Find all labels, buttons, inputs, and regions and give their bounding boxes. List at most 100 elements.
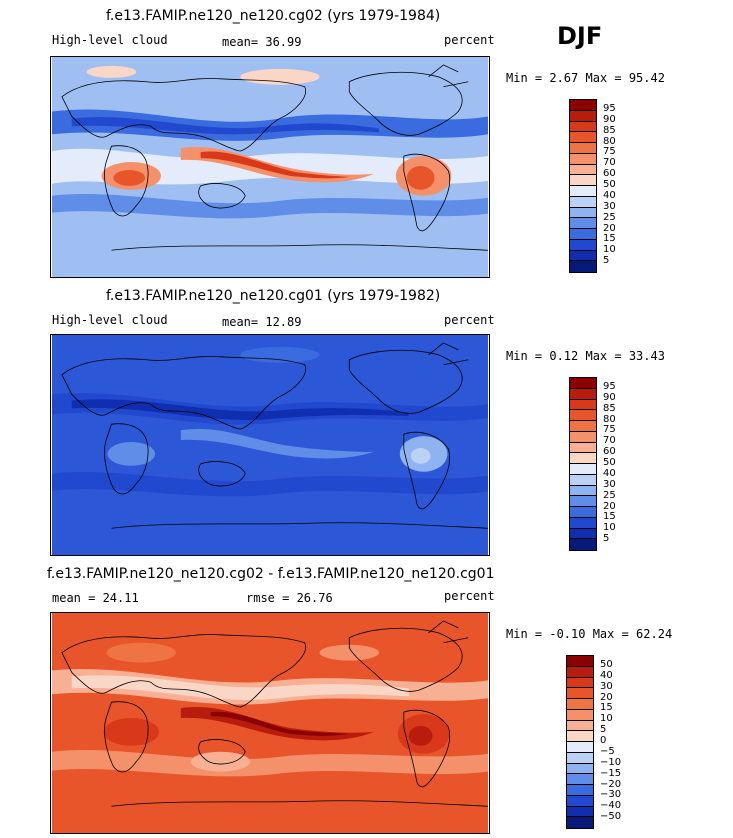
colorbar-swatch bbox=[570, 431, 596, 443]
colorbar-tick-label: 40 bbox=[603, 189, 616, 201]
colorbar-swatch bbox=[570, 517, 596, 529]
colorbar-swatch bbox=[570, 143, 596, 154]
panel-1-title: f.e13.FAMIP.ne120_ne120.cg02 (yrs 1979-1… bbox=[106, 8, 441, 24]
colorbar-swatch bbox=[570, 474, 596, 486]
panel-1-minmax: Min = 2.67 Max = 95.42 bbox=[506, 71, 665, 85]
panel-3-units-label: percent bbox=[444, 589, 495, 603]
colorbar-swatch bbox=[570, 453, 596, 464]
panel-2-mean-label: mean= 12.89 bbox=[222, 315, 302, 329]
colorbar-tick-label: 20 bbox=[603, 500, 616, 512]
colorbar-tick-label: 15 bbox=[600, 702, 613, 714]
colorbar-swatch bbox=[567, 817, 593, 828]
colorbar-swatch bbox=[567, 720, 593, 732]
panel-3-title: f.e13.FAMIP.ne120_ne120.cg02 - f.e13.FAM… bbox=[47, 566, 495, 582]
colorbar-swatch bbox=[570, 250, 596, 262]
colorbar-swatch bbox=[567, 752, 593, 764]
panel-3-colorbar bbox=[566, 655, 594, 829]
colorbar-tick-label: 20 bbox=[603, 222, 616, 234]
colorbar-tick-label: 20 bbox=[600, 691, 613, 703]
colorbar-swatch bbox=[570, 175, 596, 186]
colorbar-tick-label: 95 bbox=[603, 102, 616, 114]
panel-1-units-label: percent bbox=[444, 33, 495, 47]
colorbar-tick-label: 60 bbox=[603, 446, 616, 458]
colorbar-swatch bbox=[570, 442, 596, 454]
colorbar-tick-label: 60 bbox=[603, 168, 616, 180]
colorbar-swatch bbox=[570, 496, 596, 507]
panel-3-map bbox=[50, 612, 490, 834]
colorbar-tick-label: 40 bbox=[603, 467, 616, 479]
colorbar-swatch bbox=[567, 731, 593, 742]
colorbar-tick-label: 75 bbox=[603, 424, 616, 436]
colorbar-swatch bbox=[570, 528, 596, 540]
panel-2-minmax: Min = 0.12 Max = 33.43 bbox=[506, 349, 665, 363]
panel-1-contour-plot bbox=[51, 57, 489, 277]
panel-1-map bbox=[50, 56, 490, 278]
colorbar-tick-label: −40 bbox=[600, 800, 622, 812]
colorbar-swatch bbox=[570, 196, 596, 208]
panel-3-rmse-label: rmse = 26.76 bbox=[246, 591, 333, 605]
colorbar-tick-label: 30 bbox=[603, 200, 616, 212]
colorbar-tick-label: 0 bbox=[600, 735, 607, 746]
colorbar-swatch bbox=[567, 763, 593, 775]
colorbar-swatch bbox=[567, 742, 593, 753]
colorbar-tick-label: 90 bbox=[603, 113, 616, 125]
colorbar-swatch bbox=[570, 378, 596, 389]
colorbar-swatch bbox=[570, 239, 596, 251]
colorbar-swatch bbox=[570, 485, 596, 497]
season-label: DJF bbox=[557, 22, 603, 50]
colorbar-tick-label: −10 bbox=[600, 756, 622, 768]
colorbar-tick-label: 40 bbox=[600, 669, 613, 681]
panel-3-minmax: Min = -0.10 Max = 62.24 bbox=[506, 627, 673, 641]
colorbar-tick-label: 30 bbox=[603, 478, 616, 490]
colorbar-swatch bbox=[567, 774, 593, 785]
panel-2-title: f.e13.FAMIP.ne120_ne120.cg01 (yrs 1979-1… bbox=[106, 288, 441, 304]
panel-2-map bbox=[50, 334, 490, 556]
panel-1-variable-label: High-level cloud bbox=[52, 33, 168, 47]
colorbar-swatch bbox=[567, 688, 593, 699]
colorbar-swatch bbox=[570, 229, 596, 240]
colorbar-swatch bbox=[570, 153, 596, 165]
colorbar-tick-label: 70 bbox=[603, 157, 616, 169]
colorbar-tick-label: 15 bbox=[603, 233, 616, 245]
colorbar-tick-label: 5 bbox=[603, 533, 610, 545]
colorbar-swatch bbox=[570, 132, 596, 143]
colorbar-swatch bbox=[570, 399, 596, 411]
colorbar-tick-label: −30 bbox=[600, 789, 622, 801]
panel-1-mean-label: mean= 36.99 bbox=[222, 35, 302, 49]
colorbar-swatch bbox=[570, 464, 596, 475]
colorbar-tick-label: −5 bbox=[600, 745, 615, 757]
colorbar-tick-label: −50 bbox=[600, 811, 622, 823]
colorbar-tick-label: 10 bbox=[603, 244, 616, 256]
panel-2-units-label: percent bbox=[444, 313, 495, 327]
colorbar-tick-label: 10 bbox=[600, 713, 613, 725]
colorbar-swatch bbox=[570, 100, 596, 111]
colorbar-tick-label: 5 bbox=[603, 255, 610, 267]
colorbar-swatch bbox=[570, 410, 596, 421]
panel-3-mean-label: mean = 24.11 bbox=[52, 591, 139, 605]
colorbar-tick-label: 90 bbox=[603, 391, 616, 403]
colorbar-tick-label: −20 bbox=[600, 778, 622, 790]
colorbar-swatch bbox=[567, 666, 593, 678]
colorbar-swatch bbox=[567, 709, 593, 721]
colorbar-tick-label: 5 bbox=[600, 724, 607, 736]
colorbar-swatch bbox=[570, 186, 596, 197]
colorbar-tick-label: 25 bbox=[603, 489, 616, 501]
colorbar-swatch bbox=[570, 218, 596, 229]
colorbar-swatch bbox=[570, 539, 596, 550]
panel-2-contour-plot bbox=[51, 335, 489, 555]
colorbar-tick-label: 70 bbox=[603, 435, 616, 447]
colorbar-swatch bbox=[570, 207, 596, 219]
panel-2-variable-label: High-level cloud bbox=[52, 313, 168, 327]
colorbar-swatch bbox=[567, 677, 593, 689]
colorbar-swatch bbox=[567, 785, 593, 796]
colorbar-tick-label: 10 bbox=[603, 522, 616, 534]
colorbar-tick-label: 95 bbox=[603, 380, 616, 392]
colorbar-swatch bbox=[570, 261, 596, 272]
colorbar-tick-label: 30 bbox=[600, 680, 613, 692]
colorbar-tick-label: 50 bbox=[603, 457, 616, 468]
panel-1-colorbar bbox=[569, 99, 597, 273]
colorbar-swatch bbox=[567, 656, 593, 667]
colorbar-swatch bbox=[567, 795, 593, 807]
colorbar-tick-label: 15 bbox=[603, 511, 616, 523]
colorbar-tick-label: 85 bbox=[603, 402, 616, 414]
